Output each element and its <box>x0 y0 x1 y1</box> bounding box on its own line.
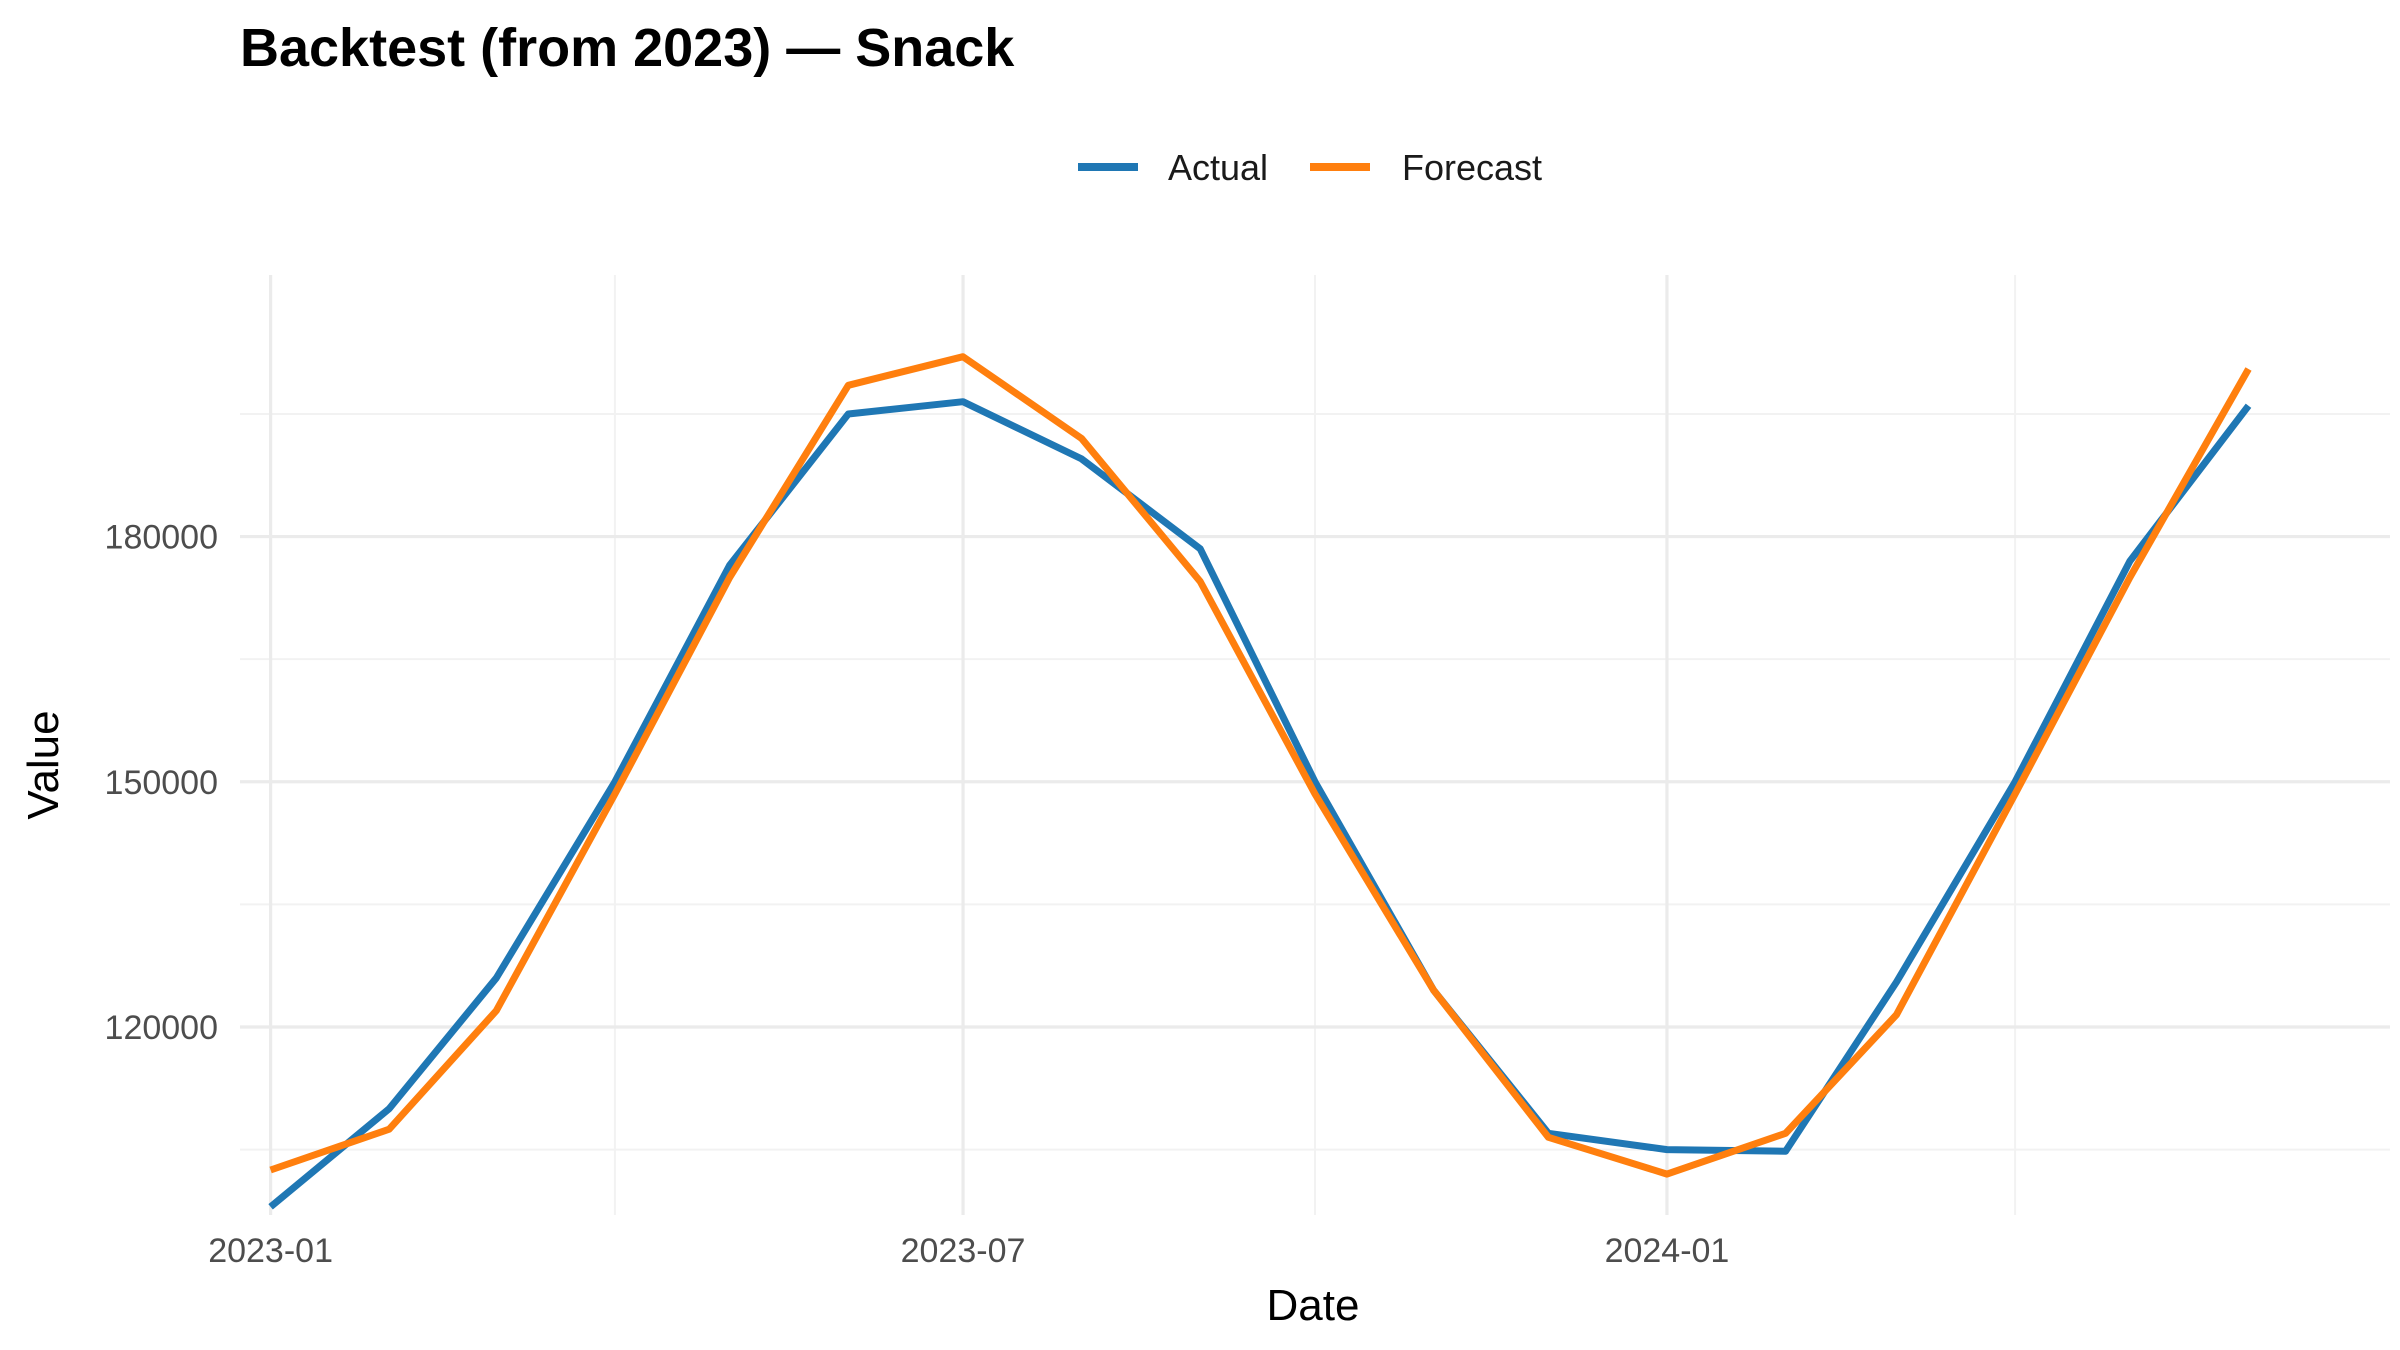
series-line-actual <box>268 398 2252 1210</box>
legend: Actual Forecast <box>1078 147 1542 188</box>
y-tick-label: 180000 <box>105 519 218 557</box>
y-tick-label: 120000 <box>105 1009 218 1047</box>
y-axis-ticks: 120000 150000 180000 <box>105 519 218 1047</box>
y-tick-label: 150000 <box>105 764 218 802</box>
legend-label-actual: Actual <box>1168 147 1268 188</box>
legend-item-forecast: Forecast <box>1310 147 1542 188</box>
x-tick-label: 2024-01 <box>1605 1232 1730 1270</box>
y-axis-title: Value <box>19 710 68 819</box>
x-axis-ticks: 2023-01 2023-07 2024-01 <box>208 1232 1729 1270</box>
legend-label-forecast: Forecast <box>1402 147 1542 188</box>
x-tick-label: 2023-01 <box>208 1232 333 1270</box>
series-lines <box>268 353 2252 1210</box>
x-axis-title: Date <box>1267 1281 1360 1330</box>
x-tick-label: 2023-07 <box>901 1232 1026 1270</box>
series-line-forecast <box>269 353 2252 1178</box>
legend-item-actual: Actual <box>1078 147 1268 188</box>
chart-title: Backtest (from 2023) — Snack <box>240 18 1015 78</box>
